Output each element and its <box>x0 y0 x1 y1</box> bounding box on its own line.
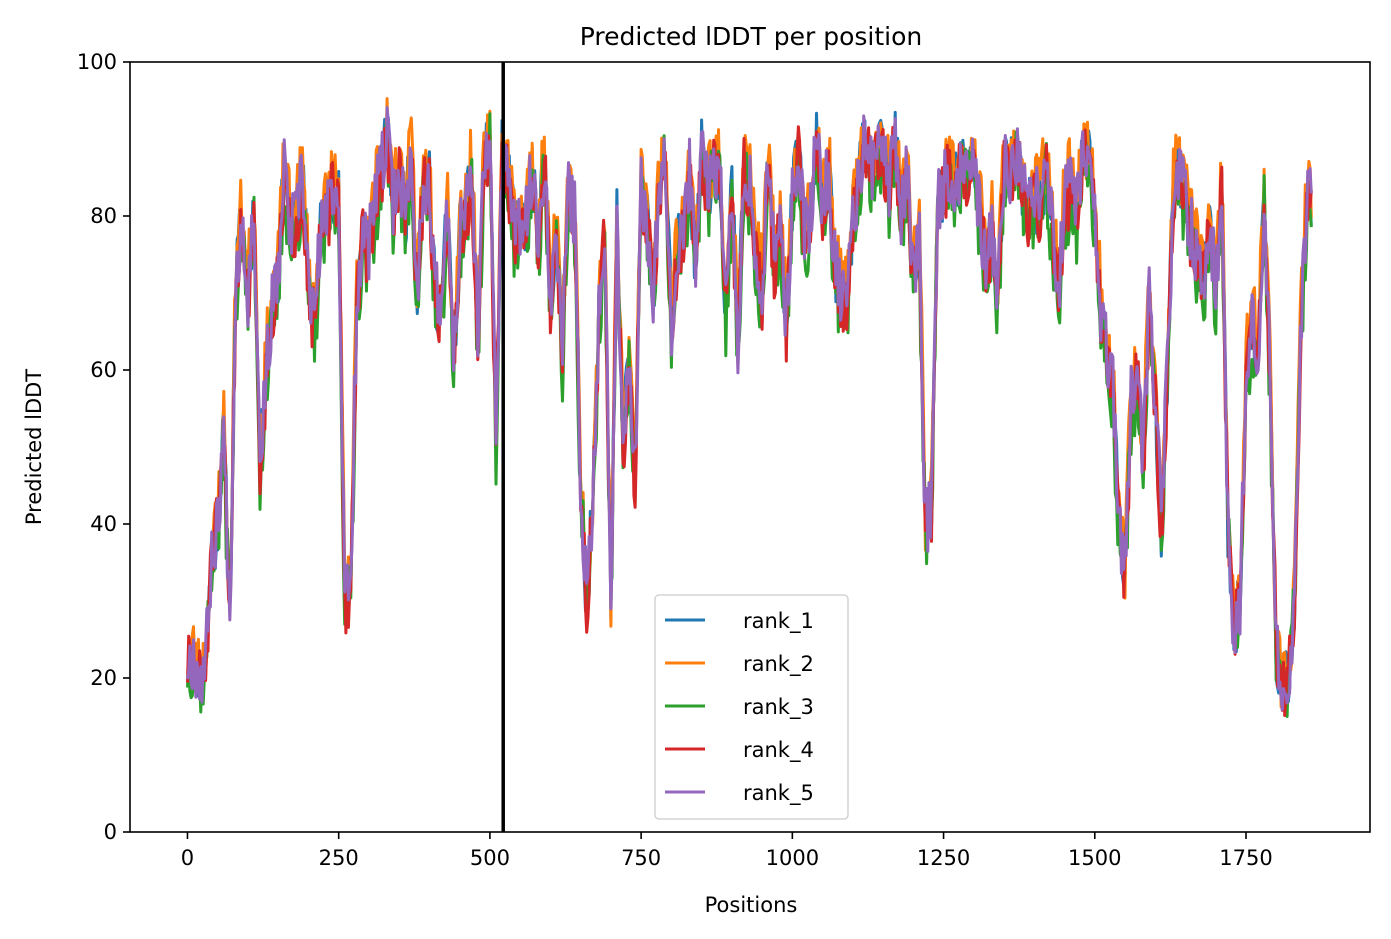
y-axis-label: Predicted lDDT <box>22 369 46 525</box>
legend-label: rank_4 <box>743 738 814 763</box>
legend-label: rank_2 <box>743 652 814 677</box>
y-tick-label: 60 <box>90 358 117 382</box>
y-tick-label: 20 <box>90 666 117 690</box>
series-layer <box>186 97 1313 718</box>
plot-area-frame <box>129 61 1371 833</box>
x-axis-label: Positions <box>705 893 798 917</box>
x-tick-label: 0 <box>181 846 194 870</box>
legend-label: rank_3 <box>743 695 814 720</box>
y-axis: 0 20 40 60 80 100 <box>77 50 130 844</box>
x-tick-label: 1000 <box>766 846 819 870</box>
legend-label: rank_1 <box>743 609 814 634</box>
x-tick-label: 250 <box>319 846 359 870</box>
y-tick-label: 40 <box>90 512 117 536</box>
x-tick-label: 1250 <box>917 846 970 870</box>
y-tick-label: 0 <box>104 820 117 844</box>
legend-label: rank_5 <box>743 781 814 806</box>
legend: rank_1 rank_2 rank_3 rank_4 rank_5 <box>654 594 849 820</box>
x-tick-label: 500 <box>470 846 510 870</box>
series-line-rank-5 <box>186 106 1313 712</box>
y-tick-label: 80 <box>90 204 117 228</box>
x-tick-label: 1500 <box>1068 846 1121 870</box>
chart-title: Predicted lDDT per position <box>580 22 922 51</box>
x-axis: 0 250 500 750 1000 1250 1500 1750 <box>181 832 1273 870</box>
y-tick-label: 100 <box>77 50 117 74</box>
legend-box <box>654 594 849 820</box>
x-tick-label: 1750 <box>1219 846 1272 870</box>
x-tick-label: 750 <box>621 846 661 870</box>
